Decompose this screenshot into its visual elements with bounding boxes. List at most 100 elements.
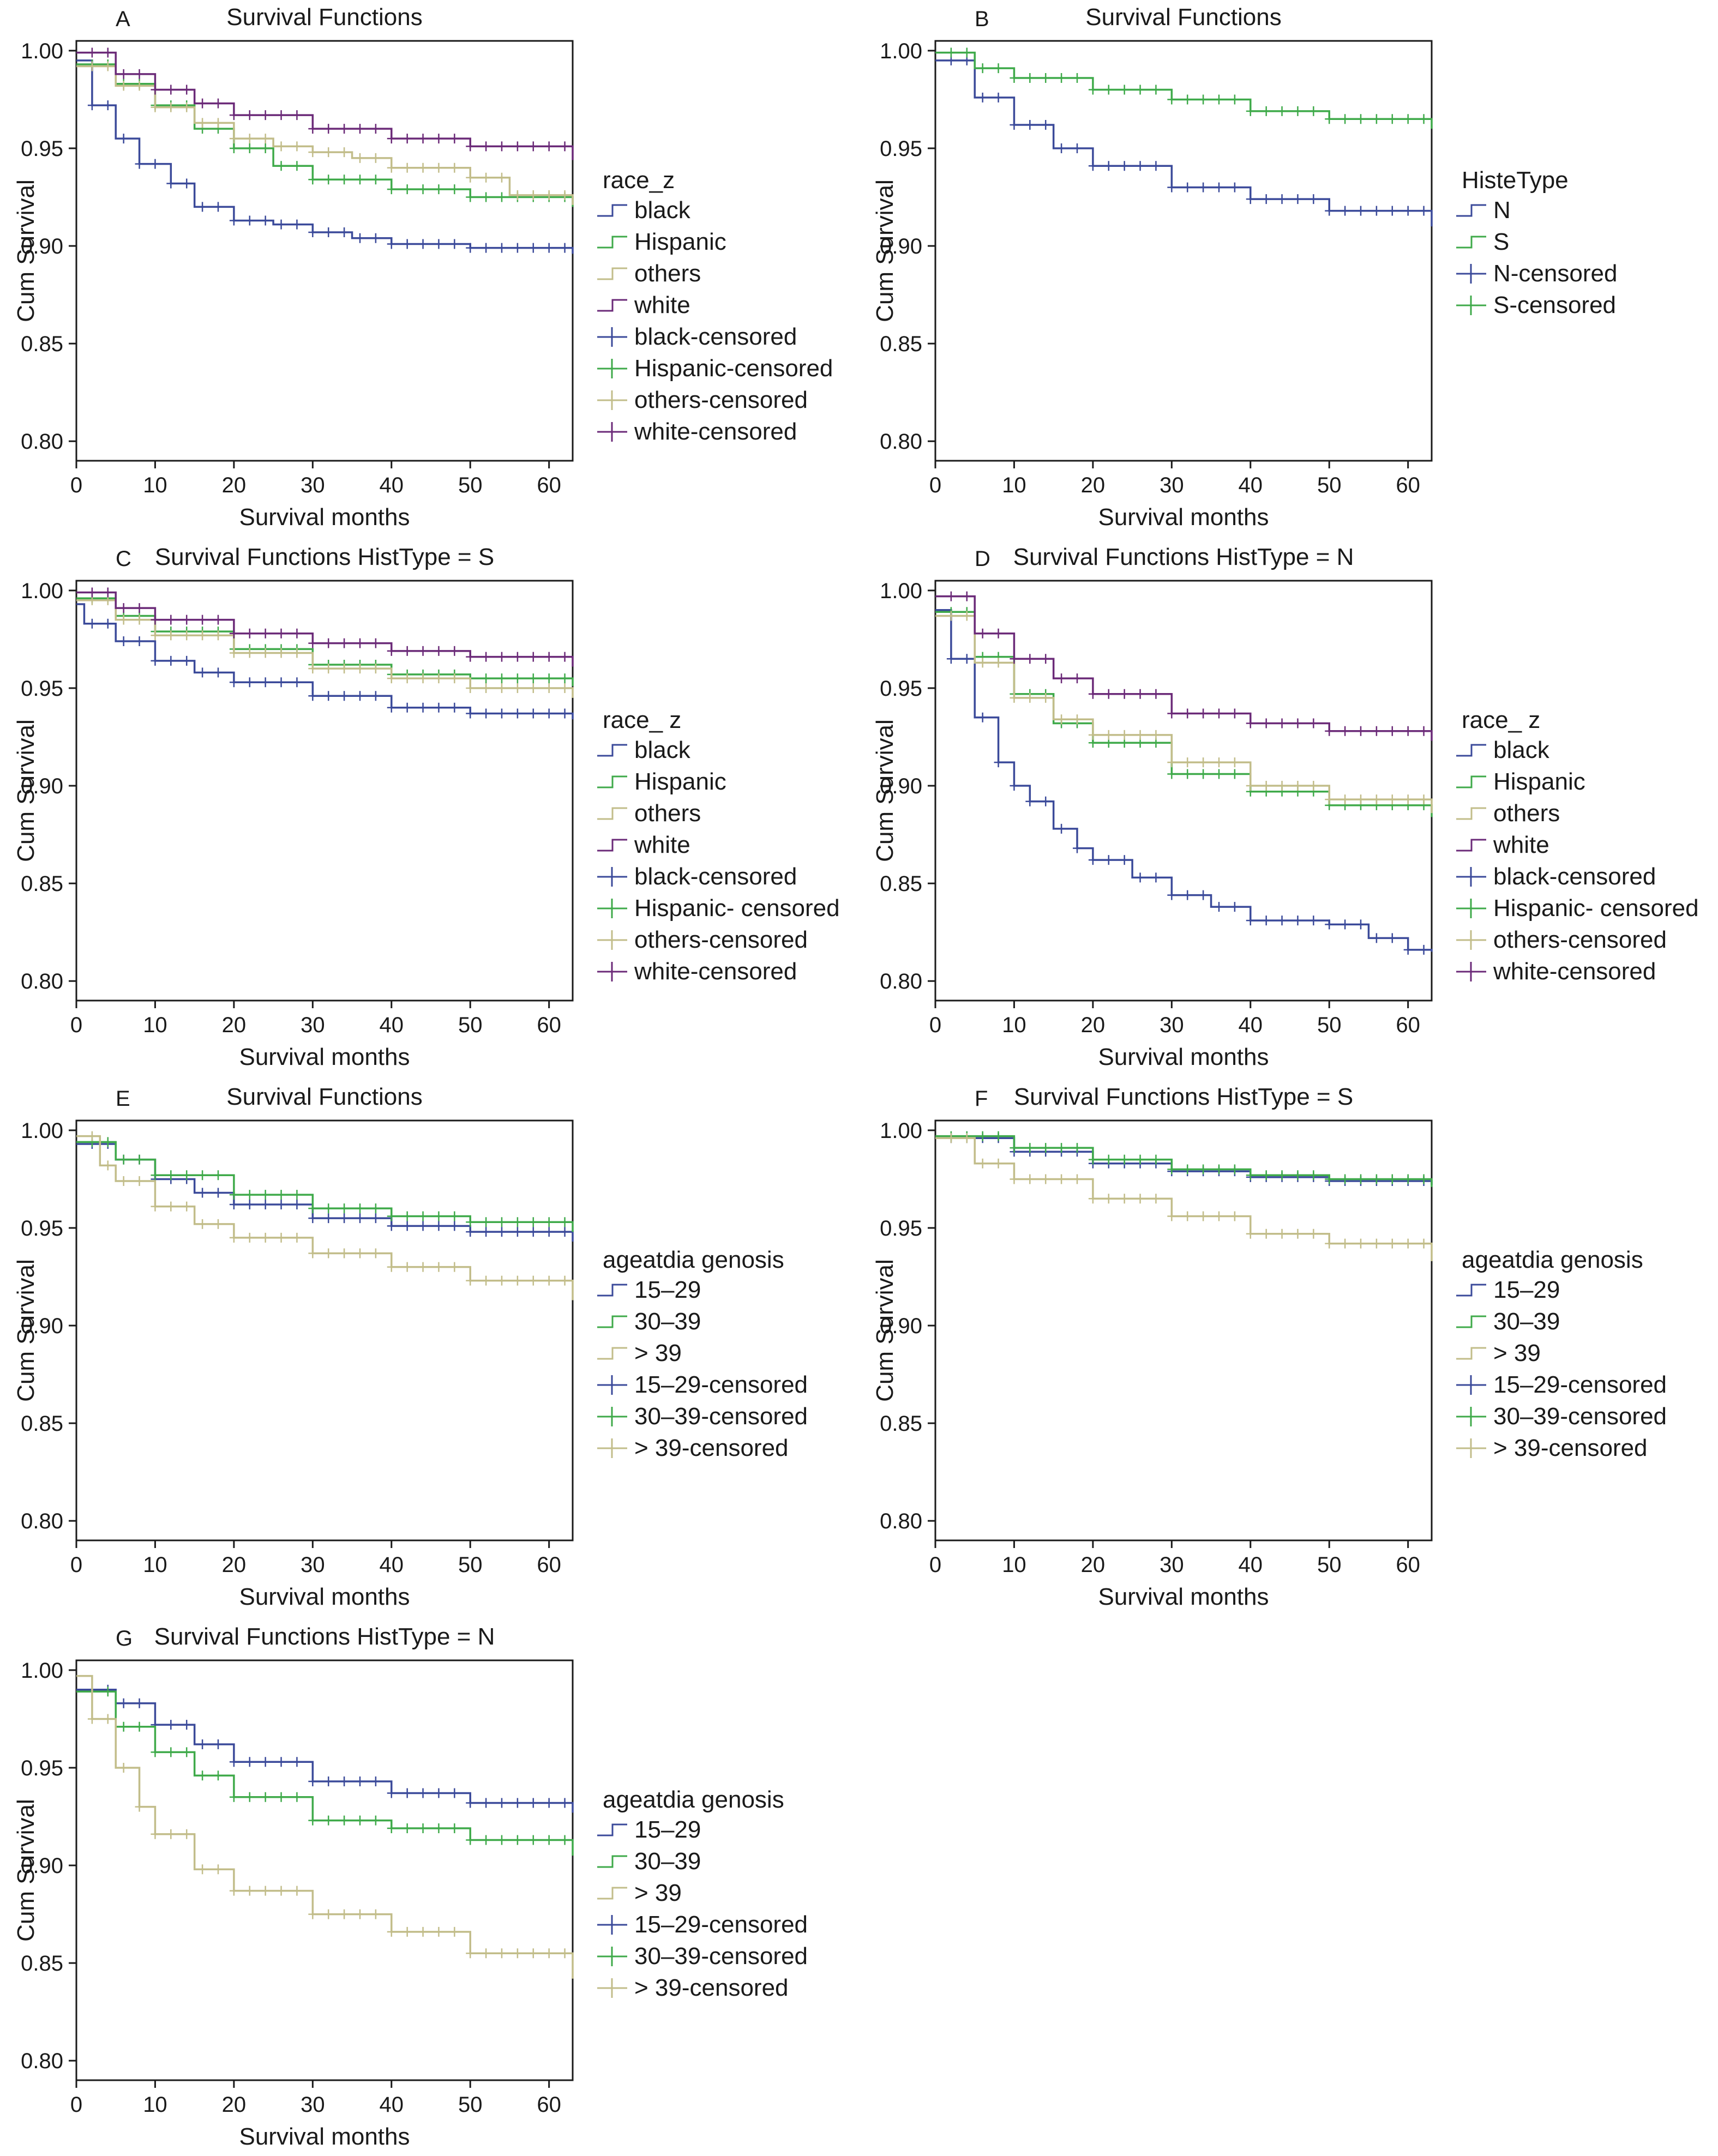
censor-mark <box>466 192 475 202</box>
censor-mark <box>544 683 554 693</box>
censor-mark <box>528 683 538 693</box>
censor-mark <box>261 648 270 658</box>
censor-mark <box>1073 673 1082 684</box>
legend-label: Hispanic <box>634 768 726 795</box>
censor-mark <box>292 1232 302 1243</box>
censor-marks-white <box>87 587 569 662</box>
x-tick-label: 60 <box>1396 1013 1420 1037</box>
censor-mark <box>214 630 223 641</box>
censor-mark <box>198 630 207 641</box>
censor-mark <box>1199 890 1208 900</box>
legend-label: 30–39 <box>1493 1308 1560 1335</box>
censor-mark <box>387 1926 396 1937</box>
censor-mark <box>1387 794 1397 805</box>
x-tick-label: 10 <box>143 473 167 497</box>
censor-mark <box>1010 73 1019 83</box>
censor-mark <box>214 615 223 625</box>
censor-mark <box>482 683 491 693</box>
y-tick-label: 0.85 <box>880 332 922 356</box>
censor-mark <box>513 1227 522 1237</box>
censor-mark <box>1025 692 1035 703</box>
plot-frame <box>75 1659 574 2081</box>
censor-mark <box>450 673 459 684</box>
censor-mark <box>340 174 349 185</box>
step-line-icon <box>1456 204 1486 217</box>
censor-mark <box>1309 194 1318 204</box>
censor-mark <box>528 190 538 200</box>
censor-mark <box>418 646 428 656</box>
y-tick-label: 0.85 <box>21 332 63 356</box>
censor-mark <box>1151 85 1161 95</box>
censor-mark <box>1387 114 1397 124</box>
x-tick-label: 30 <box>301 1013 325 1037</box>
censor-mark <box>356 174 364 185</box>
y-tick-label: 0.90 <box>880 234 922 258</box>
censor-mark <box>1010 781 1019 791</box>
censor-mark <box>994 1158 1003 1169</box>
censor-mark <box>1104 855 1113 865</box>
censor-mark <box>1215 1211 1223 1221</box>
censor-mark <box>482 1835 491 1845</box>
censor-mark <box>356 691 364 701</box>
censor-mark <box>482 1217 491 1227</box>
censor-mark <box>1057 714 1066 725</box>
censor-mark <box>946 47 956 58</box>
censor-mark <box>403 1262 412 1272</box>
censor-mark <box>324 1815 333 1826</box>
x-tick-label: 60 <box>537 2093 561 2117</box>
censor-mark <box>1403 1238 1413 1249</box>
censor-mark <box>1246 1170 1255 1181</box>
censor-mark <box>292 1792 302 1802</box>
censor-mark <box>1136 1154 1145 1165</box>
censor-mark <box>135 159 144 169</box>
y-axis-label: Cum Survival <box>13 719 39 862</box>
censor-mark <box>560 243 569 253</box>
survival-curve-Hispanic <box>76 597 574 686</box>
censor-mark <box>182 655 191 666</box>
censor-mark <box>482 192 491 202</box>
censor-mark <box>1262 781 1271 791</box>
y-axis-label: Cum Survival <box>872 179 898 322</box>
censor-mark <box>434 1926 443 1937</box>
step-line-icon <box>597 1823 627 1836</box>
censor-mark <box>135 1154 144 1165</box>
censor-mark <box>324 664 333 674</box>
censor-mark <box>229 648 238 658</box>
y-tick-label: 0.95 <box>880 137 922 161</box>
step-line-icon <box>597 1855 627 1868</box>
y-tick-label: 0.80 <box>21 969 63 993</box>
censor-mark <box>1293 194 1302 204</box>
x-tick-label: 20 <box>1081 473 1106 497</box>
censor-mark <box>1215 182 1223 192</box>
step-line-icon <box>597 299 627 312</box>
censor-mark <box>434 702 443 713</box>
censor-mark <box>151 615 160 625</box>
chart-title: Survival Functions HistType = S <box>1014 1083 1353 1110</box>
censor-mark <box>1262 718 1271 728</box>
censor-marks-15–29 <box>87 1684 569 1808</box>
censor-marks-black <box>87 618 569 719</box>
censor-mark <box>1262 106 1271 116</box>
censor-mark <box>261 110 270 121</box>
censor-mark <box>245 1757 254 1767</box>
x-tick-label: 0 <box>70 2093 82 2117</box>
censor-mark <box>198 1864 207 1875</box>
legend-label: others <box>1493 800 1560 827</box>
x-tick-label: 60 <box>1396 1553 1420 1577</box>
censor-mark <box>544 1227 554 1237</box>
censor-mark <box>544 1835 554 1845</box>
censor-mark <box>356 1248 364 1258</box>
censor-mark <box>214 1219 223 1229</box>
x-tick-label: 0 <box>70 1013 82 1037</box>
legend-label: others-censored <box>1493 926 1667 953</box>
plus-marker-icon <box>1456 899 1486 918</box>
censor-mark <box>1041 692 1050 703</box>
censor-mark <box>166 1720 176 1730</box>
censor-mark <box>308 1248 317 1258</box>
x-tick-label: 10 <box>143 1013 167 1037</box>
plot-frame <box>934 40 1433 462</box>
censor-mark <box>1262 194 1271 204</box>
censor-mark <box>308 1776 317 1787</box>
censor-mark <box>1325 1174 1334 1184</box>
censor-mark <box>1372 726 1381 736</box>
